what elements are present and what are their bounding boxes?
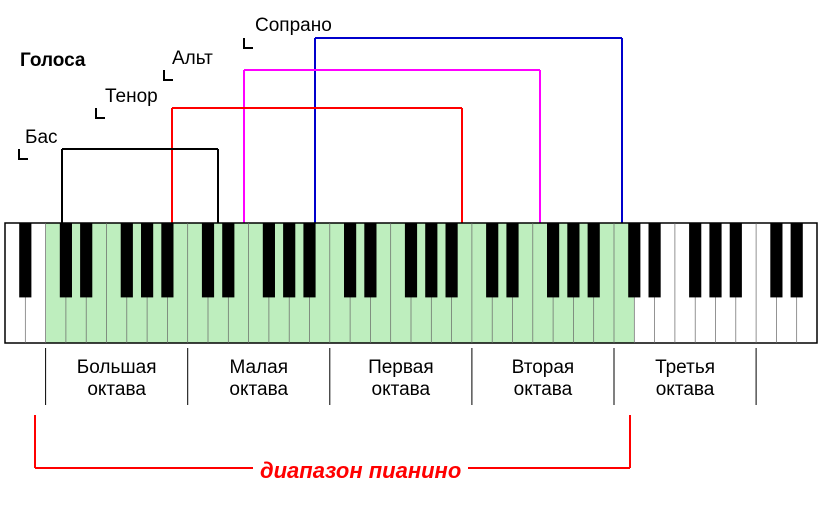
diagram-svg [0,0,822,510]
piano-keyboard [5,223,817,343]
octave-label: Третьяоктава [614,357,756,401]
octave-label: Большаяоктава [46,357,188,401]
octave-label: Перваяоктава [330,357,472,401]
piano-range-label: диапазон пианино [260,458,461,484]
octave-label: Малаяоктава [188,357,330,401]
octave-label: Втораяоктава [472,357,614,401]
